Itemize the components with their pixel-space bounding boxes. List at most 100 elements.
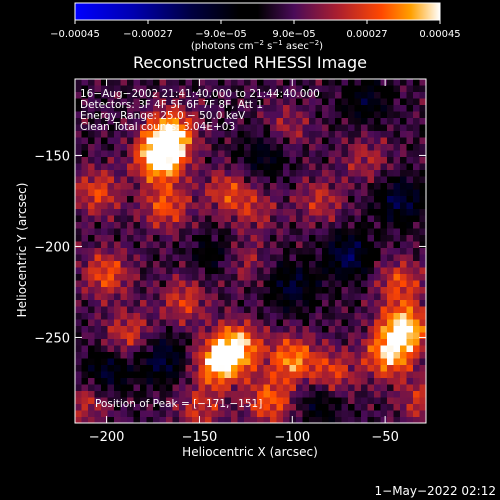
heatmap-cell <box>159 241 167 249</box>
heatmap-cell <box>218 196 226 204</box>
heatmap-cell <box>81 319 89 327</box>
heatmap-cell <box>198 352 206 360</box>
heatmap-cell <box>218 105 226 113</box>
heatmap-cell <box>276 228 284 236</box>
heatmap-cell <box>270 137 278 145</box>
heatmap-cell <box>237 215 245 223</box>
heatmap-cell <box>348 105 356 113</box>
heatmap-cell <box>133 274 141 282</box>
heatmap-cell <box>198 404 206 412</box>
heatmap-cell <box>192 397 200 405</box>
heatmap-cell <box>348 267 356 275</box>
heatmap-cell <box>289 137 297 145</box>
heatmap-cell <box>211 241 219 249</box>
heatmap-cell <box>374 274 382 282</box>
heatmap-cell <box>101 131 109 139</box>
heatmap-cell <box>296 365 304 373</box>
heatmap-cell <box>263 404 271 412</box>
heatmap-cell <box>127 332 135 340</box>
heatmap-cell <box>218 410 226 418</box>
heatmap-cell <box>367 345 375 353</box>
heatmap-cell <box>101 352 109 360</box>
heatmap-cell <box>406 222 414 230</box>
heatmap-cell <box>101 326 109 334</box>
heatmap-cell <box>237 124 245 132</box>
heatmap-cell <box>94 267 102 275</box>
heatmap-cell <box>231 345 239 353</box>
heatmap-cell <box>81 137 89 145</box>
heatmap-cell <box>315 209 323 217</box>
heatmap-cell <box>120 287 128 295</box>
heatmap-cell <box>335 339 343 347</box>
heatmap-cell <box>224 339 232 347</box>
heatmap-cell <box>133 176 141 184</box>
y-tick-label: −250 <box>34 331 70 346</box>
heatmap-cell <box>322 332 330 340</box>
heatmap-cell <box>120 293 128 301</box>
heatmap-cell <box>244 105 252 113</box>
heatmap-cell <box>107 222 115 230</box>
heatmap-cell <box>166 319 174 327</box>
heatmap-cell <box>419 248 426 256</box>
heatmap-cell <box>419 137 426 145</box>
heatmap-cell <box>276 111 284 119</box>
heatmap-cell <box>302 293 310 301</box>
heatmap-cell <box>328 124 336 132</box>
heatmap-cell <box>322 267 330 275</box>
heatmap-cell <box>88 111 96 119</box>
heatmap-cell <box>140 92 148 100</box>
heatmap-cell <box>107 209 115 217</box>
heatmap-cell <box>107 313 115 321</box>
heatmap-cell <box>250 410 258 418</box>
heatmap-cell <box>211 287 219 295</box>
heatmap-cell <box>211 319 219 327</box>
heatmap-cell <box>328 131 336 139</box>
heatmap-cell <box>166 79 174 87</box>
heatmap-cell <box>250 352 258 360</box>
heatmap-cell <box>114 326 122 334</box>
heatmap-cell <box>393 92 401 100</box>
heatmap-cell <box>283 170 291 178</box>
heatmap-cell <box>348 313 356 321</box>
heatmap-cell <box>81 280 89 288</box>
heatmap-cell <box>94 131 102 139</box>
heatmap-cell <box>133 124 141 132</box>
heatmap-cell <box>309 417 317 423</box>
heatmap-cell <box>179 222 187 230</box>
heatmap-image <box>75 79 426 423</box>
heatmap-cell <box>406 235 414 243</box>
heatmap-cell <box>218 202 226 210</box>
heatmap-cell <box>322 196 330 204</box>
heatmap-cell <box>205 384 213 392</box>
heatmap-cell <box>244 202 252 210</box>
heatmap-cell <box>101 358 109 366</box>
heatmap-cell <box>75 183 83 191</box>
heatmap-cell <box>198 339 206 347</box>
heatmap-cell <box>244 267 252 275</box>
heatmap-cell <box>270 163 278 171</box>
heatmap-cell <box>185 222 193 230</box>
heatmap-cell <box>107 163 115 171</box>
heatmap-cell <box>218 124 226 132</box>
heatmap-cell <box>244 306 252 314</box>
heatmap-cell <box>179 98 187 106</box>
heatmap-cell <box>289 196 297 204</box>
heatmap-cell <box>140 332 148 340</box>
heatmap-cell <box>198 358 206 366</box>
heatmap-cell <box>380 319 388 327</box>
heatmap-cell <box>387 352 395 360</box>
heatmap-cell <box>166 326 174 334</box>
heatmap-cell <box>367 365 375 373</box>
heatmap-cell <box>244 157 252 165</box>
heatmap-cell <box>309 391 317 399</box>
heatmap-cell <box>257 215 265 223</box>
heatmap-cell <box>172 137 180 145</box>
heatmap-cell <box>172 280 180 288</box>
heatmap-cell <box>270 183 278 191</box>
heatmap-cell <box>413 176 421 184</box>
heatmap-cell <box>406 280 414 288</box>
heatmap-cell <box>120 98 128 106</box>
x-axis-ticks: −200 −150 −100 −50 <box>89 79 399 445</box>
heatmap-cell <box>166 358 174 366</box>
heatmap-cell <box>107 358 115 366</box>
